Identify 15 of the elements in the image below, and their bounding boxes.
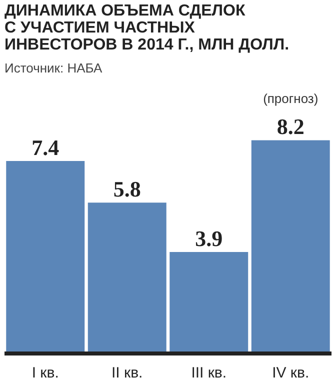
- x-tick-label: IV кв.: [272, 364, 310, 382]
- data-label: 7.4: [32, 135, 60, 160]
- data-label: 3.9: [195, 226, 223, 252]
- bar: [88, 202, 166, 354]
- data-label: 8.2: [276, 114, 304, 140]
- bar: [6, 161, 85, 354]
- chart-title: ДИНАМИКА ОБЪЕМА СДЕЛОК С УЧАСТИЕМ ЧАСТНЫХ ИНВЕСТОРОВ В 2014 Г., МЛН ДОЛЛ.: [4, 2, 290, 54]
- x-tick-label: III кв.: [191, 364, 227, 382]
- bar: [170, 252, 248, 354]
- x-tick-label: II кв.: [112, 364, 143, 382]
- annotation: (прогноз): [263, 91, 318, 106]
- x-tick-label: I кв.: [32, 364, 59, 382]
- chart-subtitle: Источник: НАБА: [4, 60, 103, 76]
- bar: [251, 140, 330, 354]
- data-label: 5.8: [113, 176, 141, 202]
